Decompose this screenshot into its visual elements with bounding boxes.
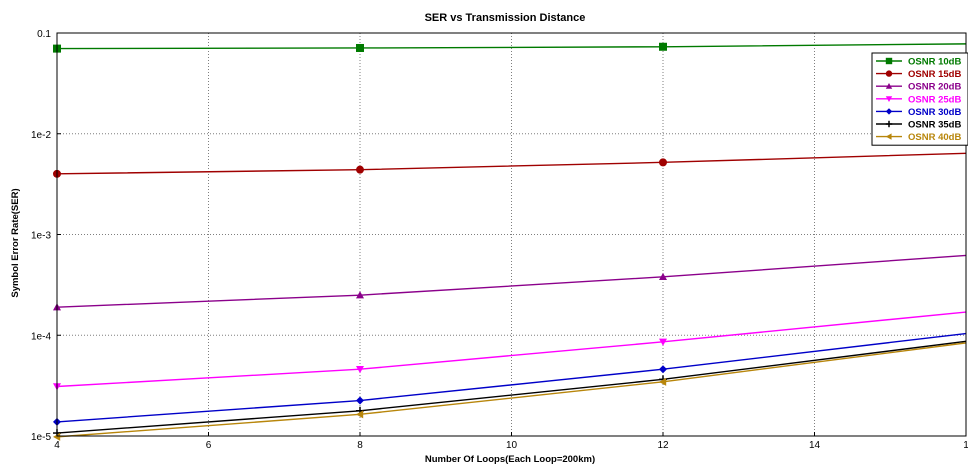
data-point — [659, 272, 667, 281]
legend-marker — [885, 133, 892, 140]
legend-label: OSNR 25dB — [908, 94, 961, 105]
ticks: 4 6 8 10 12 14 1 1e-5 1e-4 1e-3 1e-2 0.1 — [31, 29, 968, 451]
y-axis-label: Symbol Error Rate(SER) — [10, 188, 21, 297]
legend-item: OSNR 25dB — [876, 94, 961, 105]
series-osnr-30db — [53, 332, 967, 426]
legend-marker — [885, 108, 893, 115]
x-tick-label: 14 — [809, 440, 821, 451]
legend-label: OSNR 10dB — [908, 57, 961, 68]
y-tick-label: 1e-2 — [31, 130, 51, 141]
y-tick-label: 1e-4 — [31, 331, 51, 342]
series-osnr-15db — [53, 152, 967, 178]
grid — [57, 33, 966, 436]
x-tick-label: 1 — [963, 440, 968, 451]
data-point — [356, 291, 364, 299]
data-point — [659, 158, 667, 167]
x-tick-label: 10 — [506, 440, 518, 451]
data-point — [659, 338, 667, 346]
legend-item: OSNR 40dB — [876, 132, 961, 143]
legend-label: OSNR 30dB — [908, 107, 961, 118]
series-line — [56, 332, 967, 423]
series-osnr-40db — [53, 342, 967, 441]
x-tick-label: 4 — [54, 440, 60, 451]
series-line — [56, 254, 967, 308]
data-point — [53, 432, 61, 441]
data-point — [659, 377, 667, 386]
series-layer — [53, 42, 967, 441]
y-tick-label: 1e-3 — [31, 231, 51, 242]
data-point — [356, 165, 364, 174]
series-line — [56, 311, 967, 388]
legend-label: OSNR 35dB — [908, 120, 961, 131]
legend-marker — [885, 96, 893, 102]
legend-marker — [885, 83, 893, 89]
y-tick-label: 1e-5 — [31, 432, 51, 443]
legend-item: OSNR 35dB — [876, 120, 961, 131]
data-point — [356, 366, 364, 374]
chart-title: SER vs Transmission Distance — [425, 12, 586, 24]
x-tick-label: 8 — [357, 440, 363, 451]
series-line — [56, 43, 967, 50]
legend-marker — [885, 57, 893, 65]
series-osnr-10db — [53, 42, 967, 53]
legend-label: OSNR 20dB — [908, 82, 961, 93]
legend-item: OSNR 15dB — [876, 69, 961, 80]
y-tick-label: 0.1 — [37, 29, 51, 40]
data-point — [659, 42, 667, 51]
legend-item: OSNR 20dB — [876, 82, 961, 93]
series-osnr-25db — [53, 311, 967, 391]
x-tick-label: 12 — [657, 440, 669, 451]
x-axis-label: Number Of Loops(Each Loop=200km) — [425, 454, 595, 465]
legend-label: OSNR 15dB — [908, 69, 961, 80]
legend-label: OSNR 40dB — [908, 132, 961, 143]
data-point — [356, 43, 364, 52]
series-line — [56, 340, 967, 434]
legend-item: OSNR 30dB — [876, 107, 961, 118]
x-tick-label: 6 — [206, 440, 212, 451]
data-point — [356, 410, 364, 419]
data-point — [356, 396, 364, 405]
series-osnr-20db — [53, 254, 967, 311]
data-point — [659, 365, 667, 374]
legend-item: OSNR 10dB — [876, 57, 961, 68]
series-line — [56, 342, 967, 438]
legend-marker — [885, 120, 893, 128]
series-line — [56, 152, 967, 175]
legend-marker — [885, 70, 893, 77]
